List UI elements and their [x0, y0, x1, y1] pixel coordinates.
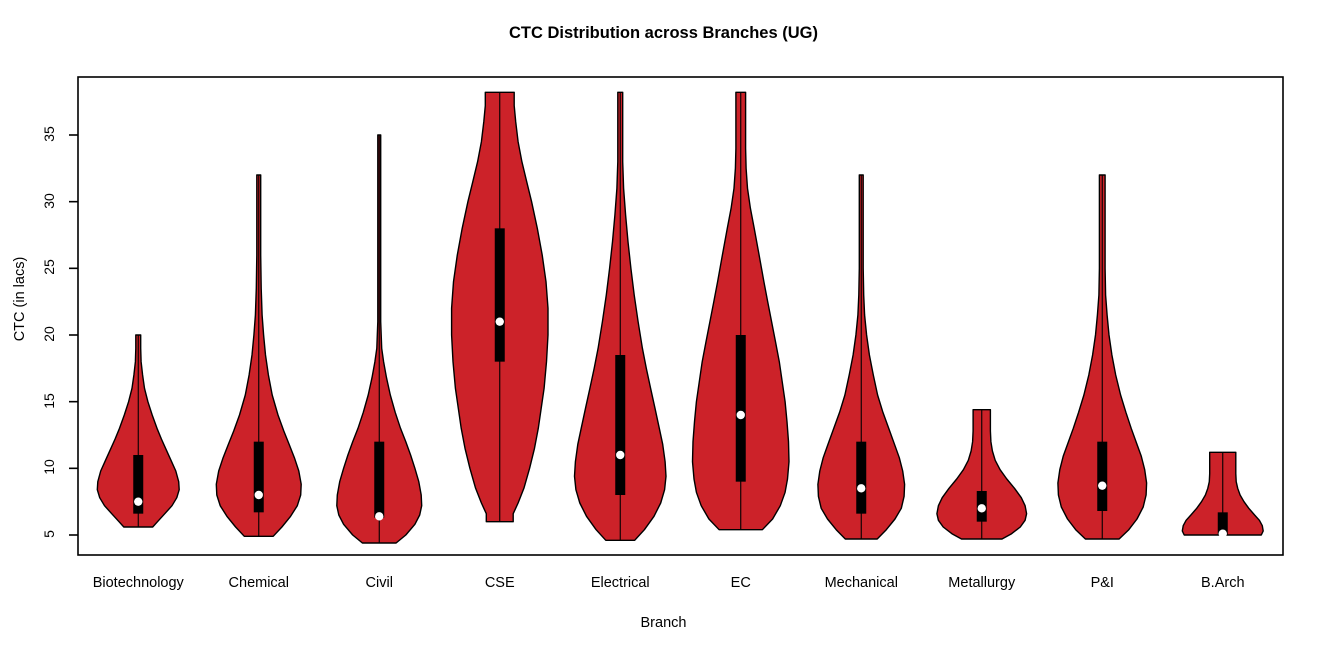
x-tick-label: Electrical	[590, 575, 650, 591]
violin-median-dot	[1098, 481, 1107, 490]
violin-median-dot	[857, 484, 866, 493]
x-tick-label: Civil	[365, 575, 393, 591]
y-tick-label: 20	[41, 326, 57, 342]
violin-iqr-box	[253, 441, 264, 513]
violin-iqr-box	[1097, 441, 1108, 511]
axis-layer	[69, 76, 1284, 556]
violin-median-dot	[254, 490, 263, 500]
violin-mechanical	[817, 174, 906, 540]
y-tick-label: 10	[41, 459, 57, 476]
x-tick-label: Mechanical	[824, 575, 898, 591]
violin-b-arch	[1181, 451, 1264, 538]
violin-iqr-box	[374, 441, 385, 518]
violin-electrical	[573, 91, 667, 541]
y-tick-label: 25	[41, 259, 57, 276]
plot-frame	[77, 76, 1284, 556]
violin-iqr-box	[494, 228, 505, 362]
violin-iqr-box	[133, 455, 144, 514]
x-tick-label: CSE	[484, 575, 515, 591]
violin-iqr-box	[856, 441, 867, 514]
violin-median-dot	[616, 450, 625, 460]
y-tick-label: 5	[41, 530, 57, 538]
violin-median-dot	[375, 512, 384, 521]
violin-iqr-box	[615, 355, 626, 495]
x-tick-label: B.Arch	[1200, 575, 1245, 591]
y-tick-label: 35	[41, 126, 57, 142]
x-axis-title: Branch	[640, 615, 687, 631]
x-tick-label: EC	[730, 575, 751, 591]
violin-median-dot	[495, 317, 504, 326]
violin-cse	[450, 91, 549, 523]
violin-p-i	[1057, 174, 1148, 540]
violin-iqr-box	[1217, 512, 1228, 535]
x-tick-label: P&I	[1090, 575, 1114, 591]
violin-median-dot	[977, 504, 986, 513]
y-tick-label: 30	[41, 192, 57, 209]
violin-median-dot	[736, 410, 745, 420]
violin-median-dot	[1218, 529, 1227, 538]
violin-layer	[96, 91, 1264, 544]
violin-metallurgy	[936, 409, 1028, 540]
violin-iqr-box	[735, 335, 746, 482]
violin-ec	[691, 91, 790, 531]
chart-title: CTC Distribution across Branches (UG)	[509, 24, 818, 42]
x-tick-label: Biotechnology	[92, 575, 184, 591]
x-tick-label: Chemical	[228, 575, 289, 591]
y-tick-label: 15	[41, 392, 57, 409]
violin-civil	[336, 134, 423, 544]
violin-chemical	[215, 174, 302, 537]
violin-median-dot	[134, 497, 143, 506]
violin-biotechnology	[96, 334, 180, 528]
x-tick-label: Metallurgy	[948, 575, 1016, 591]
